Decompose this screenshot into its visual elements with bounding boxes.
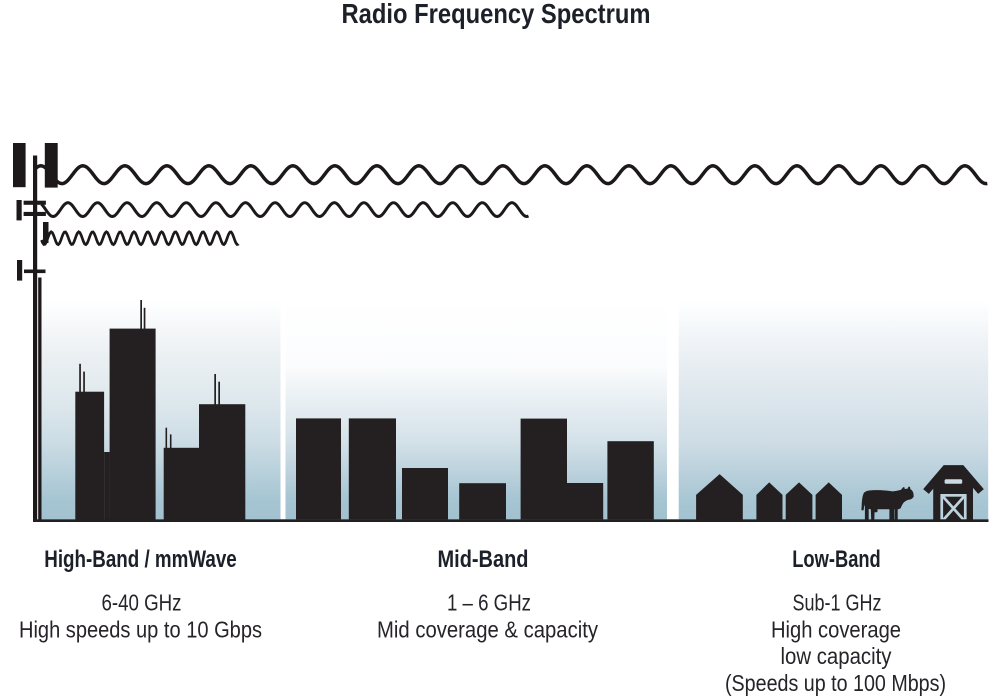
svg-text:Mid-Band: Mid-Band <box>438 546 529 573</box>
svg-text:6-40 GHz: 6-40 GHz <box>102 590 182 616</box>
svg-text:High coverage: High coverage <box>771 617 901 643</box>
svg-text:1 – 6 GHz: 1 – 6 GHz <box>447 590 531 616</box>
svg-text:(Speeds up to 100 Mbps): (Speeds up to 100 Mbps) <box>725 670 946 696</box>
svg-text:Mid coverage & capacity: Mid coverage & capacity <box>377 617 598 643</box>
svg-text:low capacity: low capacity <box>781 643 892 669</box>
svg-text:Low-Band: Low-Band <box>792 546 881 573</box>
svg-text:Radio Frequency Spectrum: Radio Frequency Spectrum <box>342 0 651 29</box>
svg-text:High speeds up to 10 Gbps: High speeds up to 10 Gbps <box>19 617 262 643</box>
svg-text:Sub-1 GHz: Sub-1 GHz <box>793 590 882 616</box>
svg-text:High-Band / mmWave: High-Band / mmWave <box>44 546 237 573</box>
